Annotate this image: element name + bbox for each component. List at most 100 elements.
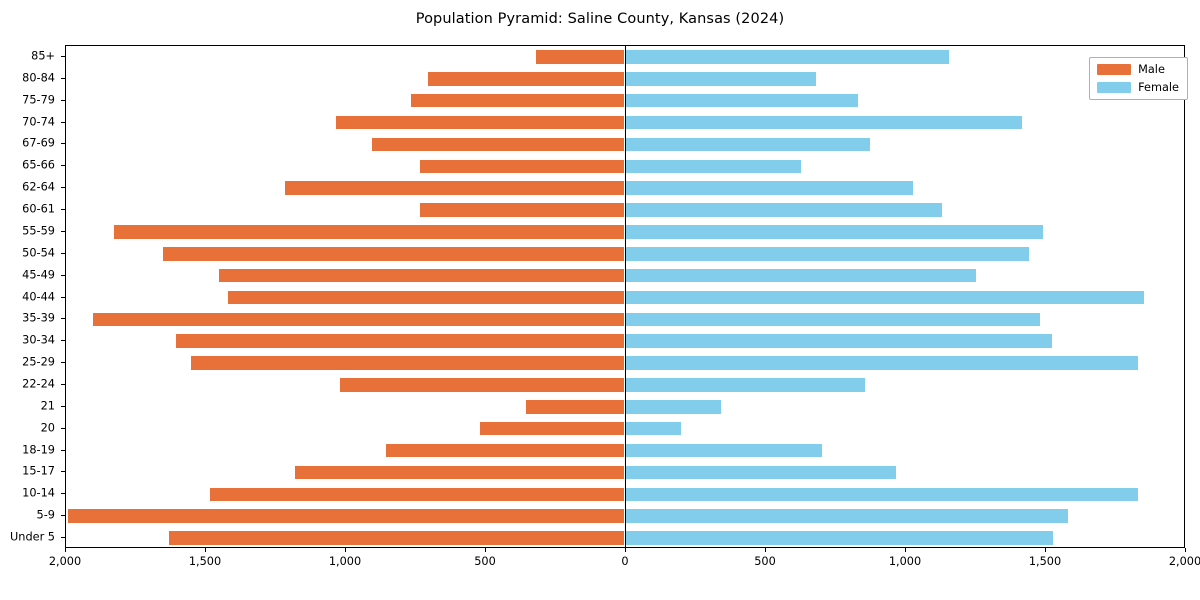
- y-tick-label-45-49: 45-49: [22, 268, 55, 282]
- x-tick-label: 1,500: [188, 555, 222, 568]
- y-tick-label-85-: 85+: [31, 49, 55, 63]
- pyramid-row: [66, 115, 1184, 130]
- y-tick-mark: [61, 318, 65, 320]
- bar-male-75-79: [411, 93, 624, 108]
- x-axis: 2,000 1,500 1,000 500 0 500 1,000 1,500 2,000: [49, 548, 1200, 588]
- bar-male-25-29: [191, 356, 624, 370]
- bar-female-5-9: [626, 509, 1069, 523]
- y-tick-mark: [61, 77, 65, 79]
- zero-axis-line: [625, 46, 627, 547]
- y-tick-label-35-39: 35-39: [22, 311, 55, 325]
- y-tick-mark: [61, 340, 65, 342]
- bar-male-45-49: [219, 268, 624, 283]
- y-tick-label-67-69: 67-69: [22, 136, 55, 150]
- y-tick-mark: [61, 449, 65, 451]
- legend-item-male: Male: [1097, 63, 1179, 76]
- y-tick-mark: [61, 252, 65, 254]
- page-title: Population Pyramid: Saline County, Kansa…: [415, 11, 785, 27]
- x-tick-label: 1,500: [1028, 555, 1062, 568]
- bar-male-67-69: [372, 137, 624, 152]
- y-tick-mark: [61, 405, 65, 407]
- y-tick-label-75-79: 75-79: [22, 93, 55, 107]
- pyramid-row: [66, 312, 1184, 327]
- y-tick-mark: [61, 274, 65, 276]
- bar-female-18-19: [626, 443, 822, 458]
- y-tick-mark: [61, 537, 65, 539]
- pyramid-row: [66, 531, 1184, 545]
- bar-female-20: [626, 421, 681, 436]
- bar-female-35-39: [626, 312, 1041, 327]
- bar-male-85-: [535, 50, 624, 64]
- pyramid-row: [66, 487, 1184, 502]
- y-tick-mark: [61, 493, 65, 495]
- plot-area: [65, 45, 1185, 548]
- legend-label-female: Female: [1138, 81, 1179, 94]
- y-tick-mark: [61, 427, 65, 429]
- bar-male-under-5: [169, 531, 624, 545]
- bar-male-65-66: [419, 159, 624, 174]
- x-tick-mark: [205, 548, 206, 552]
- bar-female-under-5: [626, 531, 1053, 545]
- bar-male-40-44: [227, 290, 624, 305]
- bar-female-30-34: [626, 334, 1052, 348]
- y-tick-label-60-61: 60-61: [22, 202, 55, 216]
- bar-male-70-74: [335, 115, 624, 130]
- bar-female-65-66: [626, 159, 801, 174]
- bar-female-10-14: [626, 487, 1139, 502]
- bar-female-70-74: [626, 115, 1023, 130]
- y-tick-mark: [61, 187, 65, 189]
- y-tick-label-62-64: 62-64: [22, 180, 55, 194]
- pyramid-row: [66, 421, 1184, 436]
- pyramid-row: [66, 443, 1184, 458]
- bar-female-60-61: [626, 203, 943, 217]
- pyramid-row: [66, 159, 1184, 174]
- bar-male-60-61: [419, 203, 624, 217]
- y-tick-label-21: 21: [40, 399, 55, 413]
- y-tick-mark: [61, 55, 65, 57]
- bar-male-62-64: [285, 181, 624, 195]
- y-tick-mark: [61, 121, 65, 123]
- y-tick-mark: [61, 165, 65, 167]
- pyramid-row: [66, 137, 1184, 152]
- pyramid-row: [66, 246, 1184, 261]
- bar-female-22-24: [626, 378, 866, 392]
- bar-male-20: [479, 421, 624, 436]
- bars-layer: [66, 46, 1184, 547]
- y-tick-label-20: 20: [40, 421, 55, 435]
- y-tick-mark: [61, 296, 65, 298]
- x-tick-label: 500: [754, 555, 776, 568]
- y-axis: 85+ 80-84 75-79 70-74 67-69 65-66 62-64 60-61 55…: [0, 45, 65, 548]
- y-tick-label-65-66: 65-66: [22, 158, 55, 172]
- y-tick-mark: [61, 99, 65, 101]
- bar-male-22-24: [339, 378, 624, 392]
- pyramid-row: [66, 378, 1184, 392]
- x-tick-label: 1,000: [888, 555, 922, 568]
- bar-female-40-44: [626, 290, 1144, 305]
- pyramid-row: [66, 268, 1184, 283]
- legend-swatch-female-icon: [1097, 82, 1132, 93]
- y-tick-label-22-24: 22-24: [22, 377, 55, 391]
- y-tick-label-5-9: 5-9: [36, 508, 55, 522]
- legend-label-male: Male: [1138, 63, 1165, 76]
- x-tick-mark: [345, 548, 346, 552]
- bar-female-50-54: [626, 246, 1030, 261]
- bar-female-67-69: [626, 137, 870, 152]
- y-tick-label-10-14: 10-14: [22, 486, 55, 500]
- pyramid-row: [66, 334, 1184, 348]
- y-tick-label-80-84: 80-84: [22, 71, 55, 85]
- legend-swatch-male-icon: [1097, 64, 1132, 75]
- bar-male-5-9: [68, 509, 624, 523]
- bar-female-62-64: [626, 181, 913, 195]
- x-tick-mark: [765, 548, 766, 552]
- pyramid-row: [66, 93, 1184, 108]
- chart-legend: Male Female: [1089, 57, 1188, 100]
- y-tick-mark: [61, 515, 65, 517]
- y-tick-mark: [61, 230, 65, 232]
- pyramid-row: [66, 72, 1184, 86]
- x-tick-mark: [65, 548, 66, 552]
- pyramid-row: [66, 356, 1184, 370]
- y-tick-label-50-54: 50-54: [22, 246, 55, 260]
- x-tick-label: 0: [621, 555, 629, 568]
- x-tick-label: 1,000: [328, 555, 362, 568]
